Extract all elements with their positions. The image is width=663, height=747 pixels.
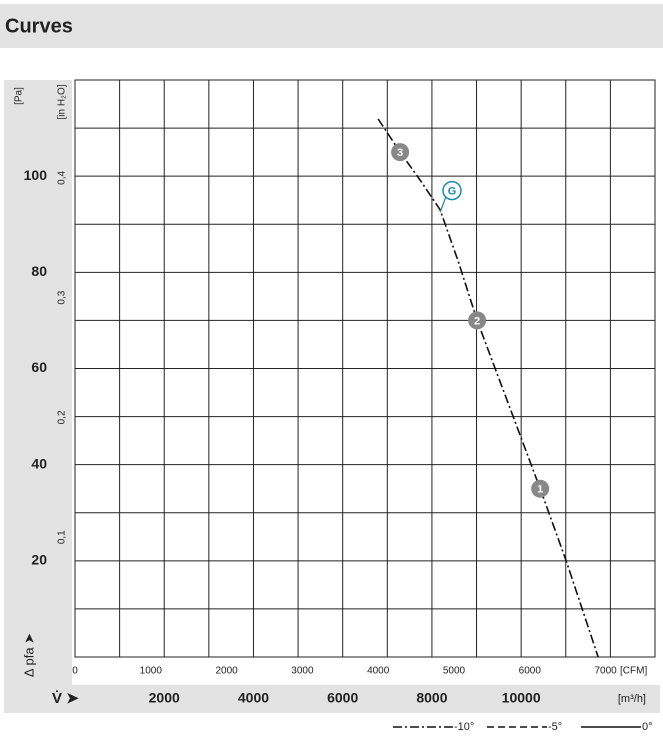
x2-tick-label: 4000: [367, 666, 390, 677]
y2-tick-label: 0,4: [57, 170, 68, 184]
legend-label: 0°: [642, 721, 653, 733]
y-unit: [Pa]: [14, 87, 25, 105]
y2-tick-label: 0,2: [57, 410, 68, 424]
x-tick-label: 8000: [416, 690, 447, 706]
g-leader: [439, 196, 447, 213]
legend-label: -10°: [454, 721, 474, 733]
x-unit: [m³/h]: [618, 693, 646, 705]
y-tick-label: 40: [31, 455, 47, 471]
page-title: Curves: [5, 15, 73, 37]
legend-label: -5°: [548, 721, 562, 733]
y2-unit: [in H₂O]: [57, 84, 68, 119]
operating-point-label: 3: [397, 147, 403, 159]
header-band: [0, 4, 663, 48]
y-tick-label: 80: [31, 263, 47, 279]
x2-tick-label: 7000: [594, 666, 617, 677]
y-tick-label: 100: [24, 167, 48, 183]
x2-tick-label: 1000: [140, 666, 163, 677]
operating-point-label: 2: [474, 315, 480, 327]
x-band: [4, 685, 660, 713]
y-symbol: Δ pfa ➤: [21, 633, 36, 677]
y-band: [4, 80, 72, 690]
x2-tick-label: 0: [72, 666, 78, 677]
x-tick-label: 4000: [238, 690, 269, 706]
x2-tick-label: 2000: [215, 666, 238, 677]
x-symbol: V̇ ➤: [52, 690, 79, 707]
x-tick-label: 10000: [502, 690, 541, 706]
operating-point-label: 1: [537, 484, 543, 496]
operating-point: [468, 311, 487, 330]
y-tick-label: 60: [31, 359, 47, 375]
operating-point: [531, 479, 550, 498]
y-tick-label: 20: [31, 552, 47, 568]
x2-unit: [CFM]: [620, 666, 647, 677]
operating-point: [391, 143, 410, 162]
x2-tick-label: 3000: [291, 666, 314, 677]
y2-tick-label: 0,3: [57, 290, 68, 304]
x-tick-label: 6000: [327, 690, 358, 706]
curve: [377, 118, 599, 658]
y2-tick-label: 0,1: [57, 530, 68, 544]
g-label: G: [448, 185, 457, 197]
x-tick-label: 2000: [149, 690, 180, 706]
g-marker: [442, 180, 462, 201]
x2-tick-label: 6000: [519, 666, 542, 677]
x2-tick-label: 5000: [443, 666, 466, 677]
